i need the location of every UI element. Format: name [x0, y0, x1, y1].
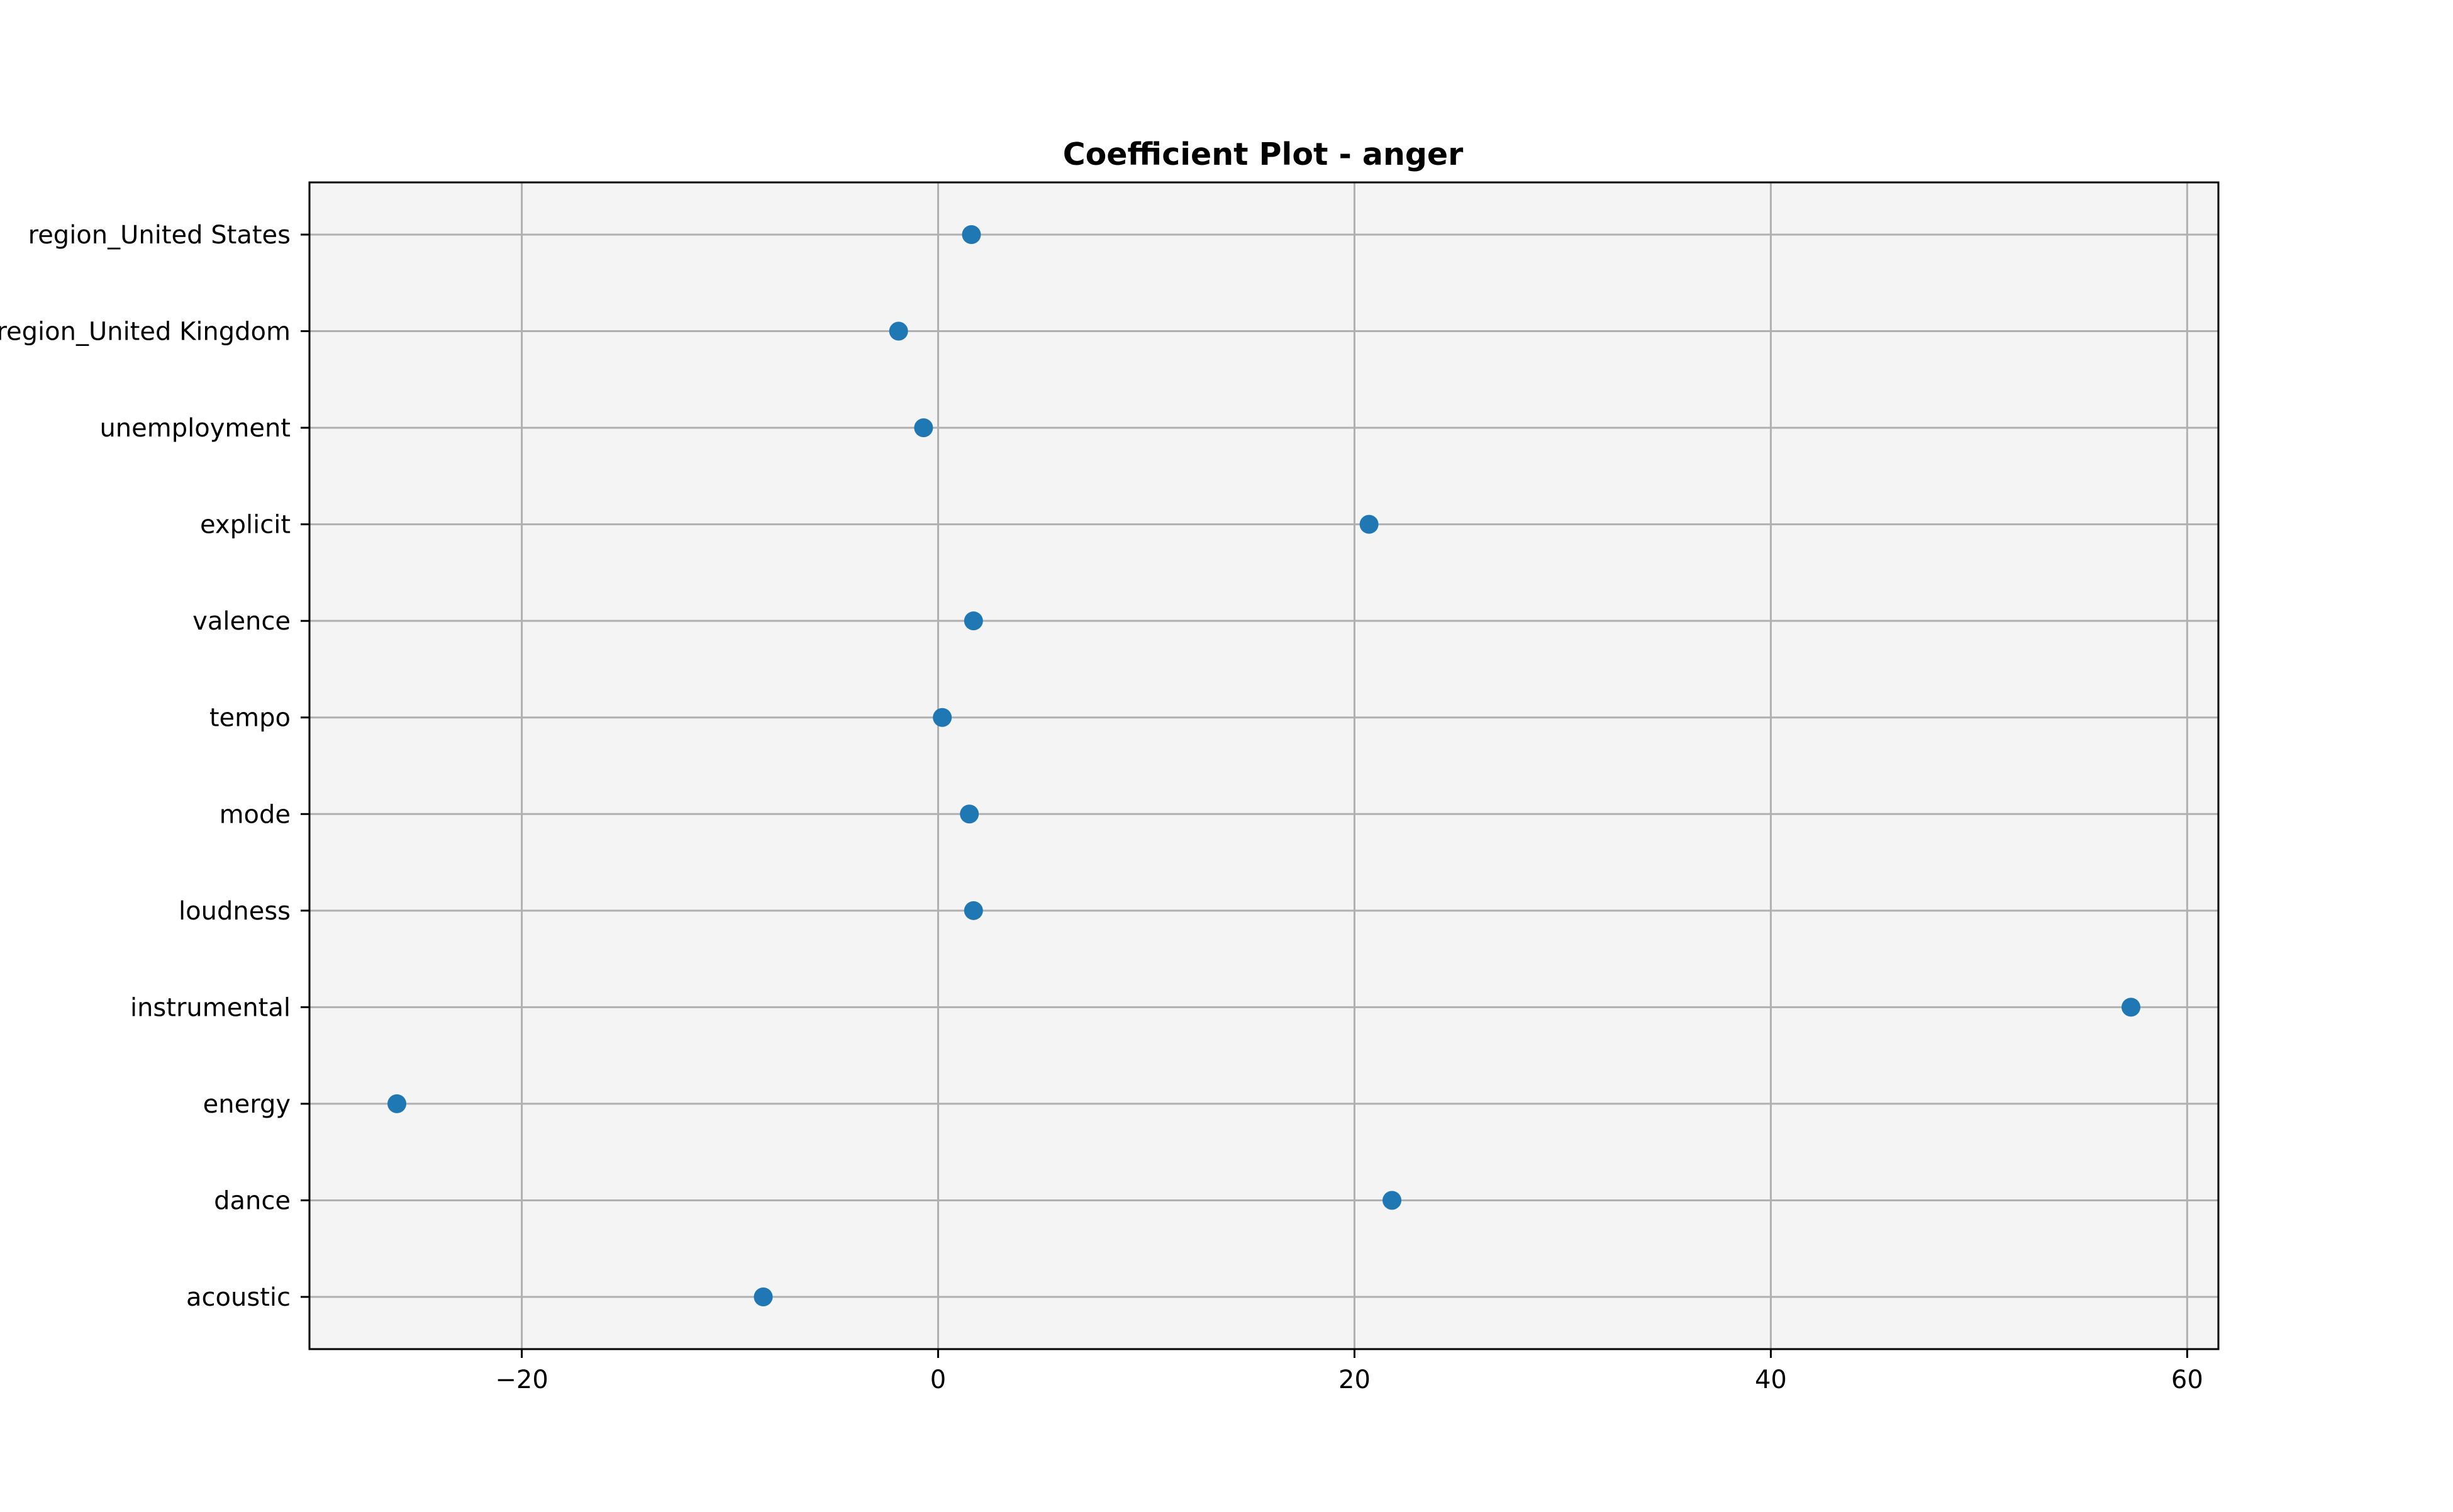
data-point [933, 708, 952, 727]
data-point [1359, 514, 1379, 534]
data-point [1382, 1191, 1402, 1210]
chart-title: Coefficient Plot - anger [1063, 136, 1464, 172]
data-point [960, 804, 979, 824]
x-tick-label: 0 [930, 1365, 946, 1394]
y-tick-label: loudness [179, 897, 291, 926]
y-tick-label: tempo [209, 704, 291, 733]
y-tick-label: region_United States [28, 221, 291, 250]
x-tick-label: 40 [1755, 1365, 1787, 1394]
y-tick-label: region_United Kingdom [0, 318, 291, 347]
data-points [387, 225, 2140, 1306]
data-point [964, 901, 983, 920]
data-point [754, 1287, 773, 1306]
y-tick-label: instrumental [130, 993, 291, 1022]
data-point [889, 321, 908, 341]
x-tick-label: 20 [1338, 1365, 1371, 1394]
plot-area [309, 182, 2218, 1349]
data-point [962, 225, 981, 244]
axis-ticks: −20 0 20 40 60 acoustic dance energy instrumenta… [0, 221, 2203, 1394]
y-tick-label: acoustic [186, 1283, 291, 1312]
x-tick-label: 60 [2171, 1365, 2203, 1394]
y-tick-label: energy [203, 1090, 291, 1119]
data-point [387, 1094, 407, 1113]
y-tick-label: mode [220, 800, 291, 829]
x-tick-label: −20 [495, 1365, 548, 1394]
y-tick-label: valence [192, 607, 291, 636]
data-point [914, 418, 933, 438]
data-point [2121, 998, 2140, 1017]
data-point [964, 611, 983, 631]
y-tick-label: dance [214, 1186, 291, 1215]
y-tick-label: unemployment [99, 414, 291, 443]
grid-lines [309, 182, 2218, 1349]
plot-frame [308, 181, 2220, 1350]
y-tick-label: explicit [200, 511, 291, 540]
